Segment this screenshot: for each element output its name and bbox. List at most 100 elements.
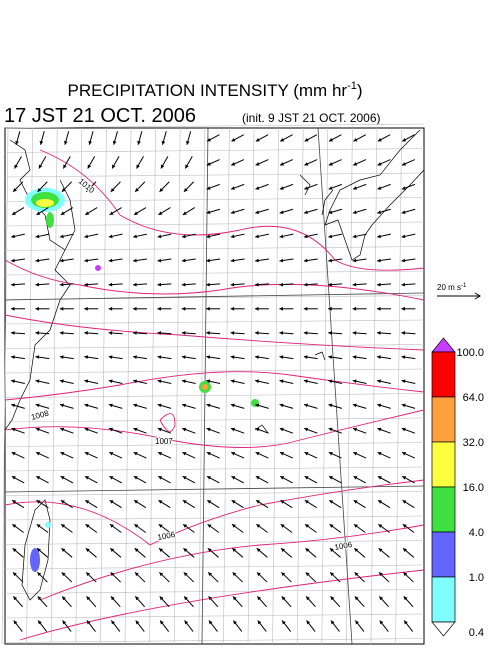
precip-area	[95, 265, 101, 271]
wind-arrowhead	[13, 187, 17, 192]
wind-arrowhead	[304, 186, 309, 190]
title-main: PRECIPITATION INTENSITY (mm hr	[67, 81, 347, 100]
wind-arrowhead	[206, 403, 211, 408]
wind-arrowhead	[59, 379, 64, 384]
wind-arrowhead	[12, 524, 17, 528]
wind-arrowhead	[256, 548, 261, 553]
wind-arrowhead	[328, 162, 333, 166]
wind-arrowhead	[401, 234, 406, 239]
wind-arrowhead	[403, 596, 408, 601]
isobar-label: 1007	[155, 437, 173, 446]
grid-line	[4, 442, 425, 447]
wind-arrowhead	[182, 403, 186, 408]
wind-arrowhead	[35, 403, 40, 408]
wind-arrowhead	[133, 306, 137, 311]
wind-arrowhead	[401, 306, 405, 311]
wind-arrowhead	[12, 548, 17, 553]
wind-arrowhead	[35, 234, 40, 239]
coastline	[21, 499, 51, 601]
wind-arrowhead	[377, 234, 381, 239]
wind-arrowhead	[60, 403, 64, 408]
wind-arrowhead	[401, 186, 406, 190]
wind-arrowhead	[109, 500, 114, 504]
wind-arrowhead	[159, 596, 164, 601]
wind-arrowhead	[36, 452, 40, 456]
wind-arrowhead	[305, 548, 310, 553]
wind-arrowhead	[206, 282, 210, 287]
wind-arrowhead	[401, 331, 406, 335]
wind-arrowhead	[86, 187, 91, 192]
wind-arrowhead	[255, 379, 259, 384]
wind-arrowhead	[13, 596, 18, 601]
grid-line	[4, 197, 425, 202]
wind-arrowhead	[61, 187, 66, 192]
map-frame	[4, 127, 425, 645]
grid-line	[4, 246, 425, 251]
wind-arrowhead	[402, 476, 407, 480]
wind-arrowhead	[279, 427, 284, 432]
wind-arrowhead	[134, 548, 139, 553]
isobar	[19, 569, 425, 641]
wind-arrowhead	[378, 500, 383, 504]
wind-arrowhead	[206, 186, 211, 190]
grid-line	[4, 344, 425, 349]
precip-area	[30, 548, 40, 572]
grid-line	[4, 123, 425, 129]
wind-arrowhead	[303, 306, 308, 311]
wind-arrowhead	[62, 596, 66, 601]
wind-arrowhead	[183, 524, 188, 528]
wind-arrowhead	[35, 282, 40, 287]
wind-arrowhead	[206, 427, 211, 432]
isobar	[159, 413, 176, 432]
wind-arrowhead	[36, 476, 41, 480]
wind-arrowhead	[84, 403, 89, 408]
colorbar-segment	[431, 576, 456, 623]
wind-arrowhead	[207, 476, 212, 480]
wind-arrowhead	[231, 137, 236, 142]
wind-arrowhead	[328, 186, 333, 190]
wind-arrowhead	[181, 282, 186, 287]
wind-arrowhead	[134, 211, 139, 215]
wind-arrowhead	[232, 548, 237, 553]
wind-arrowhead	[353, 137, 358, 142]
colorbar-segment	[431, 351, 456, 398]
wind-arrowhead	[328, 331, 332, 335]
wind-arrowhead	[160, 164, 165, 169]
wind-arrowhead	[403, 572, 408, 577]
wind-arrowhead	[257, 596, 262, 601]
wind-arrowhead	[352, 379, 357, 384]
wind-arrowhead	[37, 572, 42, 577]
wind-arrowhead	[11, 258, 15, 263]
wind-arrowhead	[133, 282, 137, 287]
colorbar-label: 100.0	[456, 347, 484, 359]
wind-arrowhead	[379, 596, 384, 601]
wind-arrowhead	[401, 403, 406, 408]
wind-arrowhead	[133, 452, 138, 456]
wind-arrowhead	[111, 620, 115, 625]
wind-arrowhead	[61, 524, 66, 528]
wind-arrowhead	[11, 452, 16, 456]
wind-arrowhead	[11, 379, 15, 384]
wind-arrowhead	[15, 140, 19, 145]
wind-arrowhead	[59, 234, 64, 239]
wind-arrowhead	[279, 355, 284, 360]
wind-arrowhead	[207, 548, 212, 553]
wind-arrowhead	[231, 476, 236, 480]
wind-arrowhead	[133, 427, 138, 432]
wind-arrowhead	[181, 258, 186, 263]
wind-arrowhead	[230, 258, 235, 263]
wind-arrowhead	[134, 500, 139, 504]
wind-arrowhead	[280, 476, 285, 480]
precip-area	[36, 199, 54, 207]
wind-arrowhead	[377, 427, 382, 432]
wind-arrowhead	[352, 355, 357, 360]
coastline	[4, 139, 71, 431]
wind-arrowhead	[133, 355, 137, 360]
wind-arrowhead	[402, 162, 406, 166]
wind-arrowhead	[206, 162, 211, 166]
wind-arrowhead	[354, 548, 359, 553]
wind-arrowhead	[353, 476, 358, 480]
isobar-label: 1006	[157, 530, 177, 542]
colorbar-label: 32.0	[463, 437, 484, 449]
